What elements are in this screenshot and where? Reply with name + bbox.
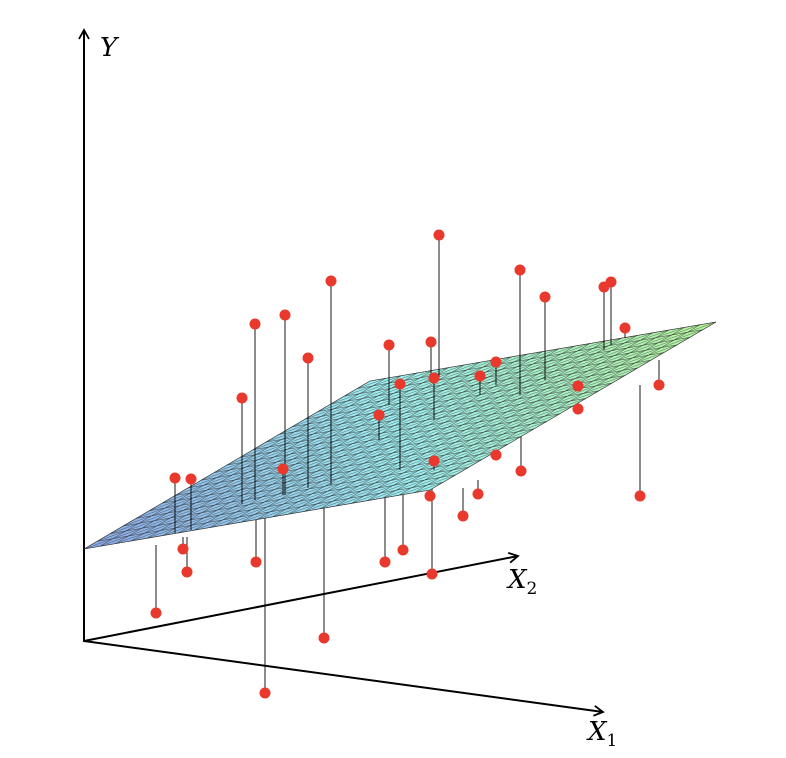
observation: [619, 322, 631, 334]
mesh-line: [148, 335, 638, 511]
mesh-line: [109, 327, 685, 534]
observation: [634, 490, 646, 502]
observation: [605, 276, 617, 288]
observation: [177, 543, 189, 555]
mesh-line: [99, 329, 704, 547]
mesh-line: [115, 337, 691, 544]
x1-label-main: X: [586, 717, 608, 747]
y-axis-label: Y: [100, 33, 120, 63]
x1-axis-label: X1: [586, 717, 617, 751]
observations: [150, 229, 665, 699]
observation: [259, 687, 271, 699]
observation: [249, 318, 261, 330]
mesh-line: [414, 482, 444, 493]
observation: [424, 490, 436, 502]
x2-axis-label: X2: [506, 565, 537, 599]
mesh-line: [122, 329, 669, 527]
mesh-line: [330, 372, 418, 405]
observation: [490, 449, 502, 461]
observation: [433, 229, 445, 241]
mesh-line: [398, 474, 457, 496]
observation: [277, 463, 289, 475]
observation: [515, 465, 527, 477]
observation: [325, 275, 337, 287]
observation: [302, 352, 314, 364]
observation: [428, 455, 440, 467]
mesh-line: [304, 367, 449, 420]
mesh-line: [335, 444, 509, 507]
mesh-line: [382, 466, 470, 499]
observation: [181, 566, 193, 578]
mesh-line: [226, 351, 544, 466]
mesh-line: [317, 370, 433, 412]
mesh-line: [131, 344, 678, 542]
mesh-line: [241, 398, 587, 523]
mesh-line: [209, 382, 613, 528]
mesh-line: [178, 367, 639, 534]
observation: [514, 264, 526, 276]
mesh-line: [200, 345, 575, 481]
observation: [279, 309, 291, 321]
observation: [373, 409, 385, 421]
mesh-line: [356, 378, 386, 389]
observation: [185, 473, 197, 485]
mesh-line: [225, 390, 600, 526]
mesh-line: [351, 451, 496, 504]
observation: [428, 372, 440, 384]
mesh-line: [319, 436, 522, 509]
observation: [425, 336, 437, 348]
mesh-line: [252, 356, 512, 450]
x2-label-subscript: 2: [527, 579, 538, 599]
observation: [169, 472, 181, 484]
observation: [250, 556, 262, 568]
observation: [150, 607, 162, 619]
observation: [379, 556, 391, 568]
mesh-line: [213, 348, 559, 473]
mesh-line: [256, 405, 574, 520]
mesh-line: [135, 332, 654, 519]
observation: [236, 392, 248, 404]
mesh-line: [278, 362, 481, 435]
observation: [457, 510, 469, 522]
mesh-line: [96, 324, 701, 542]
observation: [653, 379, 665, 391]
axes: [78, 28, 605, 717]
mesh-line: [343, 375, 402, 397]
observation: [318, 632, 330, 644]
mesh-line: [304, 428, 535, 512]
x2-axis: [83, 551, 520, 642]
mesh-line: [288, 421, 548, 515]
observation: [572, 403, 584, 415]
observation: [472, 488, 484, 500]
mesh-line: [174, 340, 606, 496]
observation: [383, 339, 395, 351]
observation: [572, 380, 584, 392]
observation: [394, 378, 406, 390]
observation: [539, 291, 551, 303]
observation: [474, 370, 486, 382]
x2-label-main: X: [506, 565, 528, 595]
mesh-line: [194, 375, 626, 531]
observation: [426, 568, 438, 580]
mesh-line: [162, 360, 652, 536]
observation: [397, 544, 409, 556]
x1-axis: [83, 640, 605, 717]
observation: [490, 356, 502, 368]
mesh-line: [367, 459, 483, 501]
mesh-line: [265, 359, 496, 443]
mesh-line: [272, 413, 561, 517]
x1-label-subscript: 1: [607, 731, 618, 751]
